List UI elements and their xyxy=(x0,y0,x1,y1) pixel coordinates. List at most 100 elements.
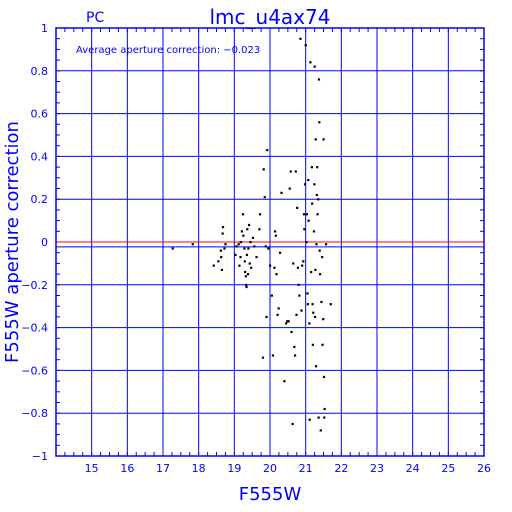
data-point xyxy=(304,44,307,47)
data-point xyxy=(292,262,295,265)
data-point xyxy=(315,193,318,197)
data-point xyxy=(295,313,298,316)
data-point xyxy=(224,243,227,246)
data-point xyxy=(235,245,238,248)
data-point xyxy=(303,183,307,186)
data-point xyxy=(296,206,299,209)
data-point xyxy=(246,273,250,276)
data-point xyxy=(271,354,275,357)
y-tick-label: 0 xyxy=(41,236,48,249)
data-point xyxy=(267,247,270,250)
data-point xyxy=(212,264,215,267)
data-point xyxy=(300,309,303,312)
data-point xyxy=(314,268,317,272)
data-point xyxy=(311,343,314,346)
data-point xyxy=(244,270,247,274)
x-tick-label: 24 xyxy=(406,462,420,475)
data-point xyxy=(247,247,250,250)
data-point xyxy=(313,183,316,186)
data-point xyxy=(244,275,247,278)
x-tick-label: 25 xyxy=(441,462,455,475)
data-point xyxy=(313,315,317,319)
data-point xyxy=(317,78,321,81)
data-point xyxy=(294,170,297,173)
chart-subtitle: PC xyxy=(86,10,104,26)
data-point xyxy=(293,354,297,357)
data-point xyxy=(302,213,306,216)
data-point xyxy=(275,273,278,276)
x-tick-label: 19 xyxy=(227,462,241,475)
data-point xyxy=(297,283,300,286)
data-point xyxy=(308,322,311,325)
data-point xyxy=(223,247,226,250)
data-point xyxy=(311,202,314,205)
y-tick-label: 1 xyxy=(41,22,48,35)
data-point xyxy=(318,273,322,276)
data-point xyxy=(263,196,266,199)
data-point xyxy=(269,264,272,267)
x-tick-label: 26 xyxy=(477,462,491,475)
data-point xyxy=(289,170,292,173)
x-tick-label: 18 xyxy=(192,462,206,475)
data-point xyxy=(237,243,240,246)
data-point xyxy=(280,191,283,194)
data-point xyxy=(262,168,265,171)
x-tick-labels: 15 16 17 18 19 20 21 22 23 24 25 26 xyxy=(85,462,491,475)
data-point xyxy=(276,313,279,316)
data-point xyxy=(243,260,246,263)
data-point xyxy=(220,268,224,272)
data-point xyxy=(312,311,315,314)
data-point xyxy=(310,166,313,169)
data-point xyxy=(324,243,328,246)
data-point xyxy=(253,245,256,248)
data-point xyxy=(234,253,237,257)
data-point xyxy=(316,166,319,169)
data-point xyxy=(248,262,251,265)
data-point xyxy=(317,416,320,419)
data-point xyxy=(305,241,308,244)
data-point xyxy=(221,226,225,229)
data-point xyxy=(308,418,311,421)
data-point xyxy=(277,307,280,310)
data-point xyxy=(302,260,305,263)
data-point xyxy=(171,247,174,250)
plot-frame xyxy=(55,27,485,457)
data-point xyxy=(288,187,291,190)
data-point xyxy=(273,266,276,269)
data-point xyxy=(305,213,308,216)
y-tick-label: −0.2 xyxy=(21,279,48,292)
data-point xyxy=(241,213,245,216)
y-tick-label: 0.8 xyxy=(31,65,49,78)
data-point xyxy=(312,230,316,233)
data-point xyxy=(301,264,304,267)
data-point xyxy=(246,228,249,231)
y-tick-label: −1 xyxy=(32,450,48,463)
y-tick-label: −0.4 xyxy=(21,322,48,335)
data-point xyxy=(243,247,246,250)
y-tick-label: −0.8 xyxy=(21,407,48,420)
data-point xyxy=(245,285,248,289)
data-point xyxy=(320,300,323,304)
chart-title: lmc_u4ax74 xyxy=(210,5,331,29)
data-point xyxy=(245,253,249,257)
data-point xyxy=(291,422,294,426)
data-point xyxy=(299,37,302,40)
data-point xyxy=(321,343,324,346)
y-tick-label: 0.6 xyxy=(31,108,49,121)
data-point xyxy=(314,138,317,141)
data-point xyxy=(319,429,322,432)
data-point xyxy=(309,61,312,64)
data-point xyxy=(310,270,313,274)
data-point xyxy=(287,320,290,323)
data-point xyxy=(239,255,242,259)
data-point xyxy=(259,213,262,216)
data-point xyxy=(270,294,273,297)
data-point xyxy=(311,303,314,306)
x-tick-label: 20 xyxy=(263,462,277,475)
x-tick-label: 15 xyxy=(85,462,99,475)
data-point xyxy=(307,219,310,222)
data-point xyxy=(321,255,324,259)
data-point xyxy=(255,255,258,259)
data-point xyxy=(274,234,277,237)
